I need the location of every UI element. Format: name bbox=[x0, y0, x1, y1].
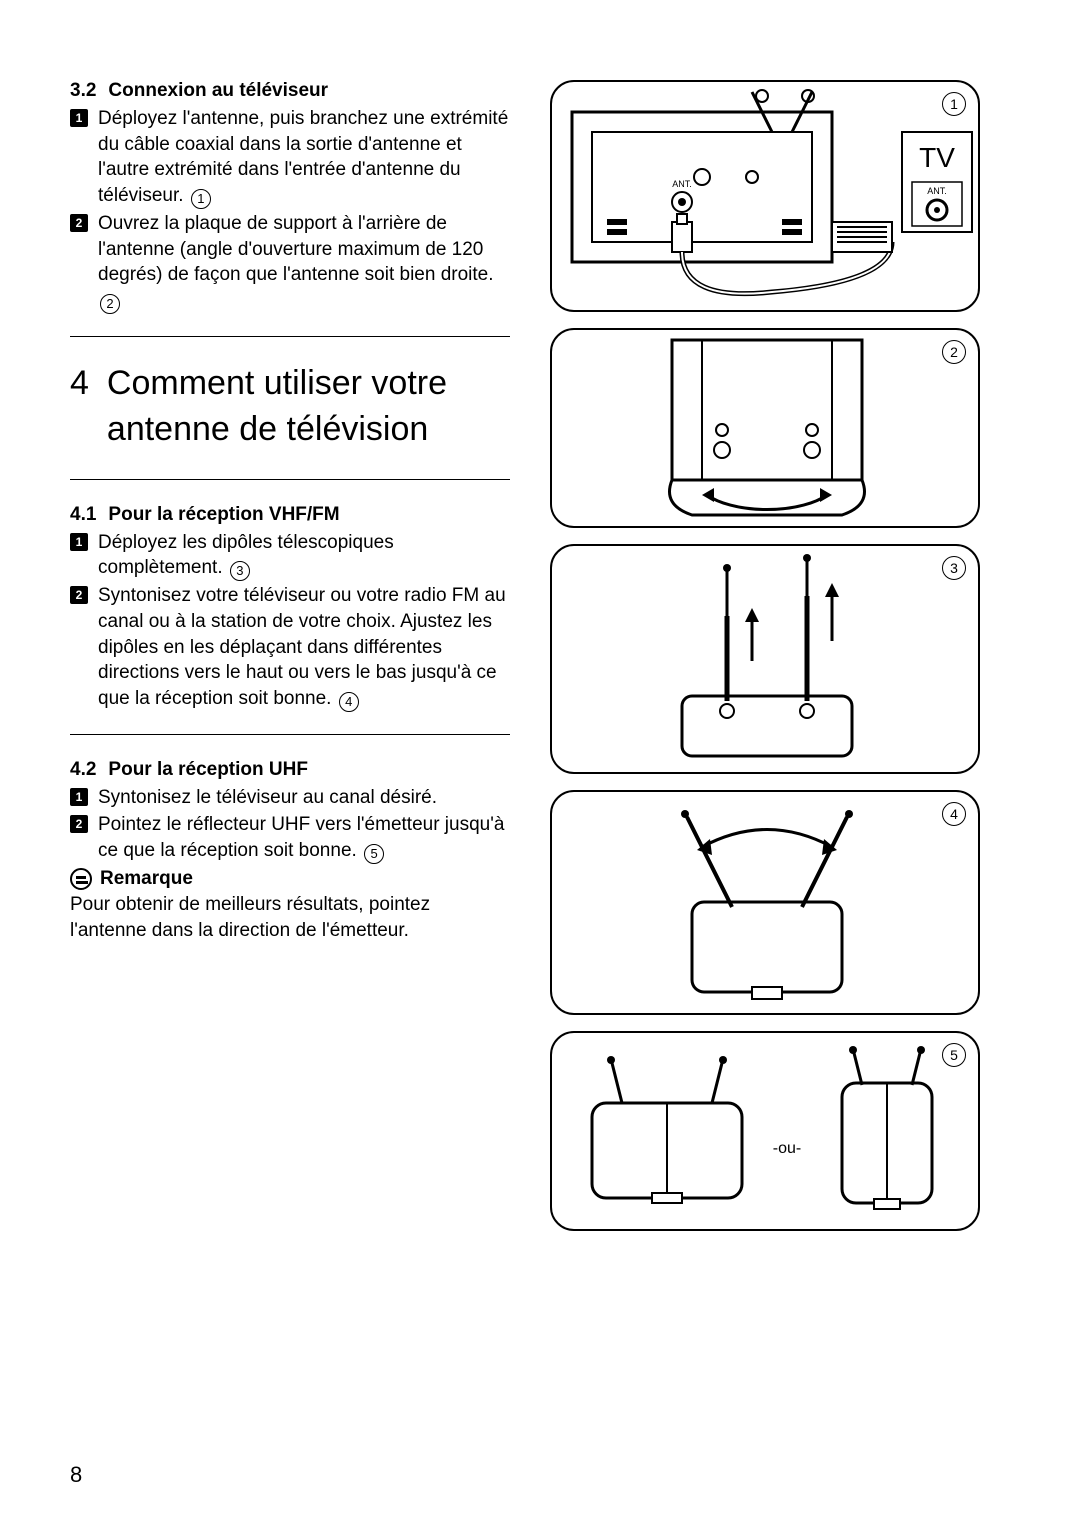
figure-ref-icon: 2 bbox=[100, 294, 120, 314]
svg-text:ANT.: ANT. bbox=[672, 179, 692, 189]
figure-badge: 4 bbox=[942, 802, 966, 826]
figure-column: 1 ANT. bbox=[550, 80, 1020, 1231]
step-text: Pointez le réflecteur UHF vers l'émetteu… bbox=[98, 814, 504, 861]
heading-3-2: 3.2 Connexion au téléviseur bbox=[70, 80, 510, 102]
figure-ref-icon: 3 bbox=[230, 561, 250, 581]
step-text: Déployez l'antenne, puis branchez une ex… bbox=[98, 108, 508, 206]
figure-ref-icon: 1 bbox=[191, 189, 211, 209]
heading-4-line2: antenne de télévision bbox=[107, 410, 428, 448]
figure-badge: 3 bbox=[942, 556, 966, 580]
text-column: 3.2 Connexion au téléviseur 1 Déployez l'… bbox=[70, 80, 510, 1231]
svg-text:TV: TV bbox=[919, 142, 955, 173]
note-text: Pour obtenir de meilleurs résultats, poi… bbox=[70, 892, 510, 943]
step-4-2-1: 1 Syntonisez le téléviseur au canal dési… bbox=[70, 785, 510, 811]
figure-1-svg: ANT. TV ANT. bbox=[552, 82, 982, 314]
figure-5-svg: -ou- bbox=[552, 1033, 982, 1233]
figure-2: 2 bbox=[550, 328, 980, 528]
heading-4-2-title: Pour la réception UHF bbox=[108, 759, 308, 780]
heading-4-1: 4.1 Pour la réception VHF/FM bbox=[70, 504, 510, 526]
figure-ref-icon: 5 bbox=[364, 844, 384, 864]
figure-4: 4 bbox=[550, 790, 980, 1015]
figure-badge: 5 bbox=[942, 1043, 966, 1067]
figure-ref-icon: 4 bbox=[339, 692, 359, 712]
divider bbox=[70, 734, 510, 735]
figure-badge: 2 bbox=[942, 340, 966, 364]
figure-4-svg bbox=[552, 792, 982, 1017]
step-4-1-1: 1 Déployez les dipôles télescopiques com… bbox=[70, 530, 510, 582]
heading-4-num: 4 bbox=[70, 364, 89, 402]
heading-4-2: 4.2 Pour la réception UHF bbox=[70, 759, 510, 781]
heading-3-2-num: 3.2 bbox=[70, 80, 96, 101]
note-icon bbox=[70, 868, 92, 890]
heading-3-2-title: Connexion au téléviseur bbox=[108, 80, 328, 101]
step-badge: 2 bbox=[70, 214, 88, 232]
step-badge: 1 bbox=[70, 788, 88, 806]
step-badge: 2 bbox=[70, 815, 88, 833]
figure-badge: 1 bbox=[942, 92, 966, 116]
svg-text:-ou-: -ou- bbox=[773, 1140, 801, 1157]
step-3-2-1: 1 Déployez l'antenne, puis branchez une … bbox=[70, 106, 510, 209]
figure-3-svg bbox=[552, 546, 982, 776]
figure-1: 1 ANT. bbox=[550, 80, 980, 312]
step-text: Syntonisez le téléviseur au canal désiré… bbox=[98, 787, 437, 808]
page-number: 8 bbox=[70, 1462, 82, 1488]
step-text: Syntonisez votre téléviseur ou votre rad… bbox=[98, 585, 506, 709]
heading-4: 4Comment utiliser votre 4antenne de télé… bbox=[70, 361, 510, 453]
step-4-1-2: 2 Syntonisez votre téléviseur ou votre r… bbox=[70, 583, 510, 712]
figure-5: 5 -ou- bbox=[550, 1031, 980, 1231]
heading-4-2-num: 4.2 bbox=[70, 759, 96, 780]
step-badge: 1 bbox=[70, 109, 88, 127]
note-label: Remarque bbox=[100, 868, 193, 890]
heading-4-1-num: 4.1 bbox=[70, 504, 96, 525]
heading-4-1-title: Pour la réception VHF/FM bbox=[108, 504, 339, 525]
divider bbox=[70, 479, 510, 480]
step-badge: 1 bbox=[70, 533, 88, 551]
step-3-2-2: 2 Ouvrez la plaque de support à l'arrièr… bbox=[70, 211, 510, 314]
figure-2-svg bbox=[552, 330, 982, 530]
svg-text:ANT.: ANT. bbox=[927, 186, 947, 196]
heading-4-line1: Comment utiliser votre bbox=[107, 364, 447, 402]
step-4-2-2: 2 Pointez le réflecteur UHF vers l'émett… bbox=[70, 812, 510, 864]
divider bbox=[70, 336, 510, 337]
note-heading: Remarque bbox=[70, 868, 510, 890]
step-text: Ouvrez la plaque de support à l'arrière … bbox=[98, 213, 494, 285]
step-badge: 2 bbox=[70, 586, 88, 604]
figure-3: 3 bbox=[550, 544, 980, 774]
